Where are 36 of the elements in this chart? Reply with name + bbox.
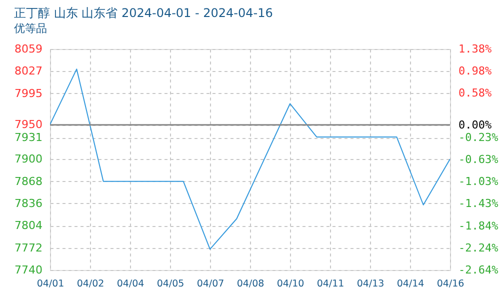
x-tick-label: 04/11: [316, 278, 344, 290]
x-tick-label: 04/08: [236, 278, 264, 290]
line-series: [50, 68, 450, 250]
y-tick-label: 8059: [14, 42, 42, 56]
x-tick-label: 04/02: [76, 278, 104, 290]
y-tick-label: 7868: [14, 174, 42, 188]
x-tick-label: 04/14: [396, 278, 424, 290]
y2-tick-label: -0.23%: [458, 131, 499, 144]
x-tick-label: 04/07: [196, 278, 224, 290]
y-tick-label: 7804: [14, 219, 42, 232]
y2-tick-label: -1.43%: [458, 196, 499, 210]
y2-tick-label: -1.84%: [458, 220, 499, 233]
y2-tick-label: 0.00%: [458, 118, 492, 132]
x-tick-label: 04/13: [356, 278, 384, 290]
x-tick-label: 04/05: [156, 278, 184, 290]
chart-subtitle: 优等品: [14, 22, 48, 35]
y2-tick-label: 0.58%: [458, 86, 492, 100]
y-tick-label: 7836: [14, 196, 42, 210]
x-tick-label: 04/10: [276, 278, 304, 290]
x-tick-label: 04/04: [116, 278, 144, 290]
y-tick-label: 7995: [14, 86, 42, 100]
y-tick-label: 7772: [14, 241, 42, 254]
y2-tick-label: 0.98%: [458, 64, 492, 78]
y2-tick-label: -2.64%: [458, 264, 499, 276]
y2-tick-label: 1.38%: [458, 42, 492, 56]
y-tick-label: 7931: [14, 131, 42, 144]
y2-tick-label: -1.03%: [458, 174, 499, 188]
x-tick-label: 04/01: [36, 278, 64, 290]
y-tick-label: 7900: [14, 152, 42, 166]
y-tick-label: 7950: [14, 118, 42, 132]
y-tick-label: 8027: [14, 64, 42, 78]
y2-tick-label: -0.63%: [458, 153, 499, 166]
x-tick-label: 04/16: [436, 278, 464, 290]
y-tick-label: 7740: [14, 264, 42, 276]
y2-tick-label: -2.24%: [458, 242, 499, 255]
chart-title: 正丁醇 山东 山东省 2024-04-01 - 2024-04-16: [14, 6, 273, 20]
